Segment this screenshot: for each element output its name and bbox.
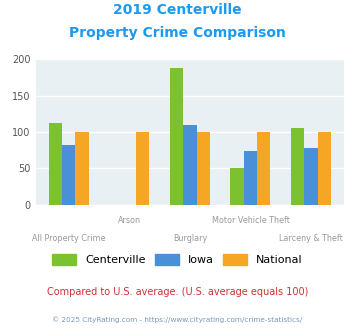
Bar [230,168,244,205]
Bar [291,128,304,205]
Text: Property Crime Comparison: Property Crime Comparison [69,26,286,40]
Bar [62,145,76,205]
Bar [183,125,197,205]
Bar [257,132,271,205]
Bar [136,132,149,205]
Text: Burglary: Burglary [173,234,207,243]
Legend: Centerville, Iowa, National: Centerville, Iowa, National [48,250,307,270]
Bar [304,148,318,205]
Text: Compared to U.S. average. (U.S. average equals 100): Compared to U.S. average. (U.S. average … [47,287,308,297]
Bar [76,132,89,205]
Text: Arson: Arson [118,216,141,225]
Bar [244,151,257,205]
Bar [197,132,210,205]
Bar [318,132,331,205]
Text: Motor Vehicle Theft: Motor Vehicle Theft [212,216,289,225]
Bar [170,68,183,205]
Bar [49,123,62,205]
Text: © 2025 CityRating.com - https://www.cityrating.com/crime-statistics/: © 2025 CityRating.com - https://www.city… [53,317,302,323]
Text: Larceny & Theft: Larceny & Theft [279,234,343,243]
Text: 2019 Centerville: 2019 Centerville [113,3,242,17]
Text: All Property Crime: All Property Crime [32,234,105,243]
